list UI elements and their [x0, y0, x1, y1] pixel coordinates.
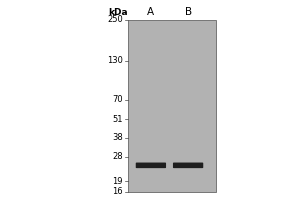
Text: 51: 51 — [112, 115, 123, 124]
Text: 28: 28 — [112, 152, 123, 161]
Text: 130: 130 — [107, 56, 123, 65]
Text: 16: 16 — [112, 188, 123, 196]
Text: 70: 70 — [112, 95, 123, 104]
Text: 38: 38 — [112, 133, 123, 142]
Text: 19: 19 — [112, 177, 123, 186]
Text: B: B — [184, 7, 192, 17]
FancyBboxPatch shape — [136, 163, 166, 168]
Text: kDa: kDa — [109, 8, 128, 17]
FancyBboxPatch shape — [173, 163, 203, 168]
Text: A: A — [147, 7, 155, 17]
FancyBboxPatch shape — [128, 20, 216, 192]
Text: 250: 250 — [107, 16, 123, 24]
